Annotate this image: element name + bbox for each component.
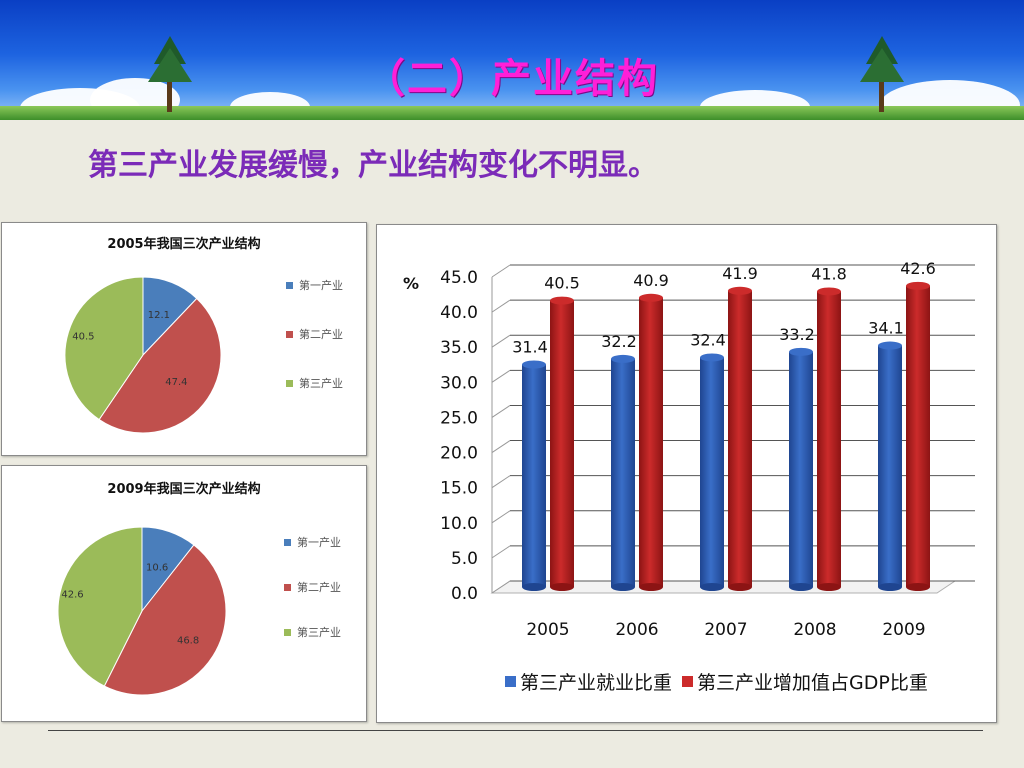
legend-swatch-primary <box>286 281 293 289</box>
legend-item-secondary: 第二产业 <box>286 326 343 342</box>
y-tick-label: 5.0 <box>451 549 478 569</box>
bar-employment <box>878 341 902 591</box>
gridline-connector <box>491 510 511 524</box>
gridline-connector <box>491 545 511 559</box>
pie-slice <box>103 544 227 696</box>
x-tick-label: 2009 <box>882 620 925 640</box>
legend-swatch-employment <box>505 676 516 687</box>
legend-label: 第三产业 <box>299 377 343 390</box>
gridline-connector <box>491 580 511 594</box>
legend-swatch-secondary <box>284 583 291 591</box>
legend-label: 第三产业 <box>297 626 341 639</box>
bar-gdp <box>817 287 841 591</box>
bar-data-label: 40.9 <box>633 271 669 290</box>
footer-divider <box>48 730 983 731</box>
pie-chart-2009: 10.6 46.8 42.6 <box>57 526 227 696</box>
pie-slice <box>98 297 222 434</box>
y-tick-label: 35.0 <box>440 338 478 358</box>
grass-strip <box>0 106 1024 120</box>
gridline-connector <box>491 405 511 418</box>
legend-item-primary: 第一产业 <box>286 277 343 293</box>
tree-right-icon <box>860 36 904 112</box>
y-tick-label: 15.0 <box>440 479 478 499</box>
y-tick-label: 30.0 <box>440 373 478 393</box>
pie-title-2005: 2005年我国三次产业结构 <box>107 237 261 252</box>
pie-data-label: 12.1 <box>148 310 170 321</box>
y-tick-label: 25.0 <box>440 408 478 428</box>
bar-gdp <box>550 296 574 591</box>
legend-label: 第二产业 <box>299 328 343 341</box>
bar-data-label: 32.4 <box>690 330 726 349</box>
legend-label: 第一产业 <box>297 536 341 549</box>
pie-data-label: 42.6 <box>61 590 83 601</box>
gridline-connector <box>491 475 511 489</box>
pie-chart-2005: 12.1 47.4 40.5 <box>64 276 222 434</box>
bar-gdp <box>906 281 930 591</box>
legend-swatch-tertiary <box>286 379 293 387</box>
bar-gdp <box>639 293 663 591</box>
legend-label-employment: 第三产业就业比重 <box>520 672 673 694</box>
pie-panel-2005: 2005年我国三次产业结构 12.1 47.4 40.5 第一产业 第二产业 第三产… <box>1 222 367 456</box>
gridline-connector <box>491 369 511 383</box>
bar-data-label: 40.5 <box>544 274 580 293</box>
bar-employment <box>611 354 635 591</box>
legend-item-tertiary: 第三产业 <box>284 624 341 640</box>
y-tick-label: 20.0 <box>440 444 478 464</box>
y-axis-label: % <box>403 274 419 293</box>
y-tick-label: 40.0 <box>440 303 478 323</box>
x-tick-label: 2006 <box>615 620 658 640</box>
bar-data-label: 33.2 <box>779 325 815 344</box>
slide-subtitle: 第三产业发展缓慢，产业结构变化不明显。 <box>88 148 658 183</box>
pie-data-label: 47.4 <box>165 377 187 388</box>
gridline-connector <box>491 264 511 278</box>
bar-employment <box>522 360 546 591</box>
legend-swatch-primary <box>284 538 291 546</box>
gridline-connector <box>491 334 511 348</box>
legend-label: 第一产业 <box>299 279 343 292</box>
legend-item-primary: 第一产业 <box>284 534 341 550</box>
y-tick-label: 45.0 <box>440 268 478 288</box>
bar-gdp <box>728 286 752 591</box>
pie-data-label: 40.5 <box>72 332 94 343</box>
pie-slice <box>57 526 143 687</box>
bar-data-label: 32.2 <box>601 332 637 351</box>
pie-data-label: 46.8 <box>177 635 199 646</box>
pie-data-label: 10.6 <box>146 562 168 573</box>
legend-label: 第二产业 <box>297 581 341 594</box>
pie-title-2009: 2009年我国三次产业结构 <box>107 482 261 497</box>
page-title: （二）产业结构 <box>365 56 659 102</box>
bar-data-label: 34.1 <box>868 319 904 338</box>
tree-left-icon <box>148 36 192 112</box>
pie-panel-2009: 2009年我国三次产业结构 10.6 46.8 42.6 第一产业 第二产业 第三产… <box>1 465 367 722</box>
gridline-connector <box>491 440 511 453</box>
y-tick-label: 10.0 <box>440 514 478 534</box>
legend-item-secondary: 第二产业 <box>284 579 341 595</box>
bar-chart: 0.0 5.0 10.0 15.0 20.0 25.0 30.0 35.0 40.0 45.0% 3… <box>403 259 975 640</box>
pie-slice <box>64 276 144 421</box>
bar-data-label: 42.6 <box>900 259 936 278</box>
bar-employment <box>700 353 724 591</box>
pie-slice <box>142 276 198 357</box>
legend-swatch-tertiary <box>284 628 291 636</box>
x-tick-label: 2007 <box>704 620 747 640</box>
legend-label-gdp: 第三产业增加值占GDP比重 <box>697 672 928 694</box>
x-tick-label: 2008 <box>793 620 836 640</box>
bar-chart-legend: 第三产业就业比重 第三产业增加值占GDP比重 <box>505 668 928 695</box>
header-banner: （二）产业结构 <box>0 0 1024 120</box>
bar-chart-panel: 0.0 5.0 10.0 15.0 20.0 25.0 30.0 35.0 40.0 45.0% 3… <box>376 224 997 723</box>
bar-data-label: 41.9 <box>722 264 758 283</box>
x-tick-label: 2005 <box>526 620 569 640</box>
bar-data-label: 31.4 <box>512 338 548 357</box>
legend-swatch-gdp <box>682 676 694 687</box>
gridline-connector <box>491 299 511 313</box>
bar-data-label: 41.8 <box>811 264 847 283</box>
legend-swatch-secondary <box>286 330 293 338</box>
y-tick-label: 0.0 <box>451 584 478 604</box>
legend-item-tertiary: 第三产业 <box>286 375 343 391</box>
bar-employment <box>789 347 813 591</box>
